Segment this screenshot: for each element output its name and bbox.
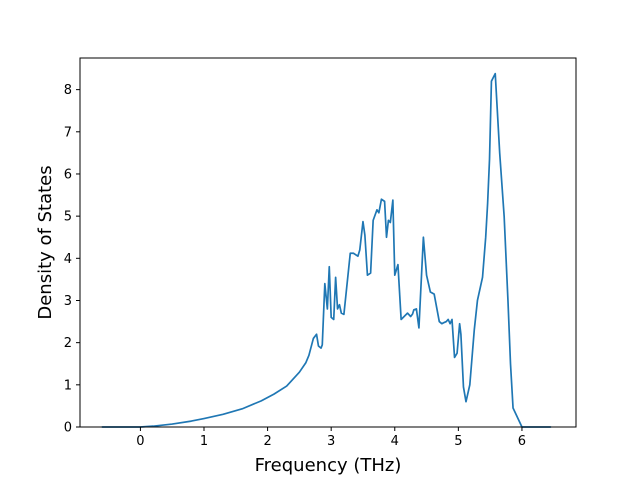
- y-tick-label: 1: [64, 378, 72, 393]
- x-tick-label: 6: [518, 434, 526, 449]
- x-tick-label: 2: [263, 434, 271, 449]
- y-tick-label: 3: [64, 294, 72, 309]
- y-tick-label: 2: [64, 336, 72, 351]
- y-tick-label: 5: [64, 210, 72, 225]
- x-tick-label: 5: [454, 434, 462, 449]
- dos-series-line: [101, 72, 552, 428]
- y-tick-label: 8: [64, 83, 72, 98]
- x-tick-label: 4: [391, 434, 399, 449]
- ticks: 0 1 2 3 4 5 6 0 1 2 3 4 5 6 7 8: [64, 83, 526, 449]
- y-tick-label: 0: [64, 421, 72, 436]
- plot-area: [101, 72, 552, 428]
- x-tick-label: 1: [200, 434, 208, 449]
- y-tick-label: 4: [64, 252, 72, 267]
- x-tick-label: 0: [136, 434, 144, 449]
- axes-frame: [79, 57, 577, 428]
- y-tick-label: 7: [64, 125, 72, 140]
- y-axis-label: Density of States: [35, 165, 56, 319]
- x-axis-label: Frequency (THz): [255, 455, 402, 476]
- y-tick-label: 6: [64, 167, 72, 182]
- x-tick-label: 3: [327, 434, 335, 449]
